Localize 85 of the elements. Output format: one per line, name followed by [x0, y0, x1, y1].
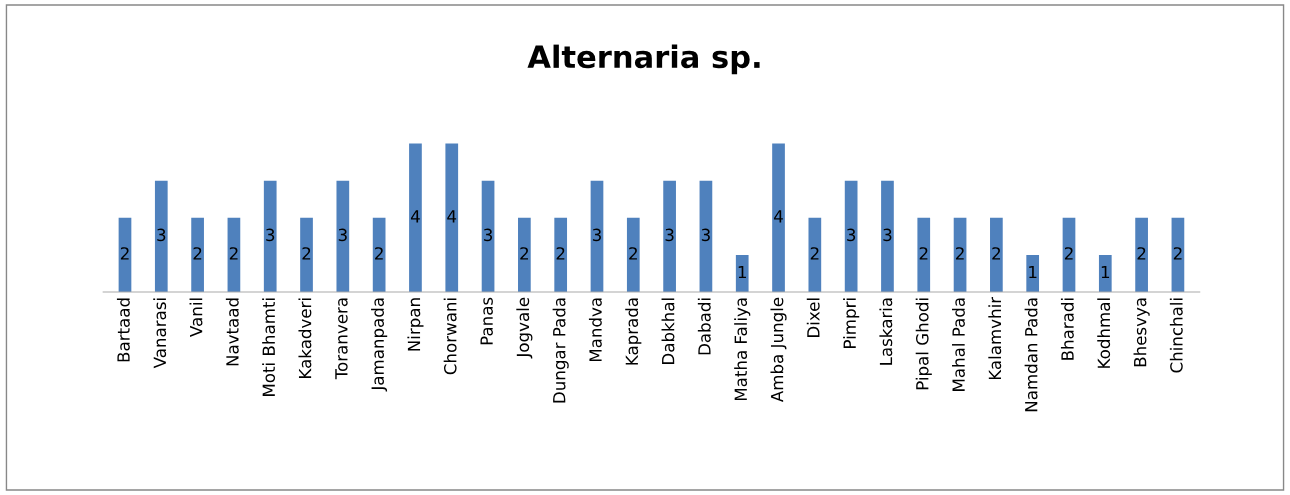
x-tick-label: Dabadi: [697, 298, 711, 355]
bar: [481, 180, 495, 293]
bar: [844, 180, 858, 293]
bar: [445, 143, 459, 293]
x-tick-label: Panas: [480, 297, 493, 345]
x-tick-label: Vanarasi: [153, 298, 167, 369]
bar: [990, 217, 1003, 293]
bar: [699, 180, 713, 293]
bar: [263, 180, 277, 293]
x-tick-label: Chinchali: [1169, 298, 1183, 373]
data-label: 2: [556, 247, 565, 260]
data-label: 2: [629, 247, 637, 260]
data-label: 2: [193, 247, 202, 260]
x-tick-label: Kaprada: [625, 298, 642, 365]
data-label: 4: [447, 210, 457, 223]
x-tick-label: Amba Jungle: [770, 297, 787, 403]
x-tick-label: Toranvera: [335, 298, 348, 380]
x-tick-label: Nirpan: [407, 298, 424, 351]
data-label: 1: [1101, 265, 1110, 279]
bar: [808, 217, 822, 293]
x-tick-label: Mahal Pada: [952, 298, 965, 391]
data-label: 2: [919, 247, 928, 260]
bar: [590, 180, 604, 293]
data-label: 3: [484, 228, 493, 242]
bar: [154, 180, 168, 293]
data-label: 4: [774, 210, 783, 223]
x-tick-label: Namdan Pada: [1024, 298, 1038, 412]
x-tick-label: Dabkhal: [661, 298, 675, 364]
data-label: 3: [592, 228, 601, 242]
bar: [663, 180, 676, 293]
bar: [1026, 254, 1040, 293]
bar: [191, 217, 204, 293]
chart-title: Alternaria sp.: [527, 44, 760, 75]
data-label: 2: [375, 247, 383, 260]
x-tick-label: Vanil: [189, 298, 203, 337]
x-tick-label: Moti Bhamti: [262, 298, 276, 396]
bar: [917, 217, 931, 293]
x-tick-label: Jogvale: [516, 297, 533, 359]
data-label: 2: [955, 247, 964, 260]
bar: [554, 217, 568, 293]
data-label: 3: [266, 228, 275, 242]
data-label: 4: [410, 210, 420, 223]
x-tick-label: Pimpri: [843, 298, 860, 348]
x-tick-label: Kakadveri: [298, 298, 312, 378]
data-label: 2: [520, 247, 529, 260]
data-label: 2: [1173, 247, 1182, 260]
bar: [336, 180, 350, 293]
data-label: 2: [120, 247, 129, 260]
data-label: 3: [338, 228, 347, 242]
x-tick-label: Dungar Pada: [552, 298, 569, 403]
x-tick-label: Kalamvhir: [988, 296, 1002, 380]
data-label: 3: [701, 228, 710, 242]
x-tick-label: Bharadi: [1060, 298, 1074, 360]
data-label: 1: [738, 265, 746, 279]
x-tick-label: Bartaad: [116, 298, 130, 362]
data-label: 3: [157, 228, 166, 242]
bar: [626, 217, 640, 293]
x-tick-label: Chorwani: [443, 298, 457, 375]
x-tick-label: Pipal Ghodi: [915, 298, 932, 390]
x-tick-label: Bhesvya: [1133, 298, 1150, 367]
x-tick-label: Laskaria: [879, 298, 893, 365]
x-tick-label: Mandva: [588, 298, 602, 362]
bar: [772, 143, 785, 293]
data-label: 2: [992, 247, 1001, 260]
x-tick-label: Dixel: [806, 298, 820, 337]
bar: [518, 217, 531, 293]
bar: [735, 254, 749, 293]
data-label: 1: [1029, 265, 1037, 279]
x-tick-label: Kodhmal: [1097, 298, 1111, 368]
bar: [881, 180, 894, 293]
x-tick-label: Matha Faliya: [734, 298, 751, 401]
bar: [300, 217, 313, 293]
data-label: 2: [810, 247, 819, 260]
data-label: 2: [1064, 247, 1073, 260]
x-tick-label: Navtaad: [225, 298, 239, 366]
data-label: 2: [1137, 247, 1146, 260]
bar: [1098, 254, 1112, 293]
data-label: 3: [665, 228, 674, 242]
data-label: 3: [883, 228, 892, 242]
bar: [1135, 217, 1148, 293]
x-tick-label: Jamanpada: [371, 298, 388, 392]
data-label: 2: [229, 247, 238, 260]
data-label: 3: [847, 228, 856, 242]
bar: [409, 143, 422, 293]
data-label: 2: [302, 247, 311, 260]
